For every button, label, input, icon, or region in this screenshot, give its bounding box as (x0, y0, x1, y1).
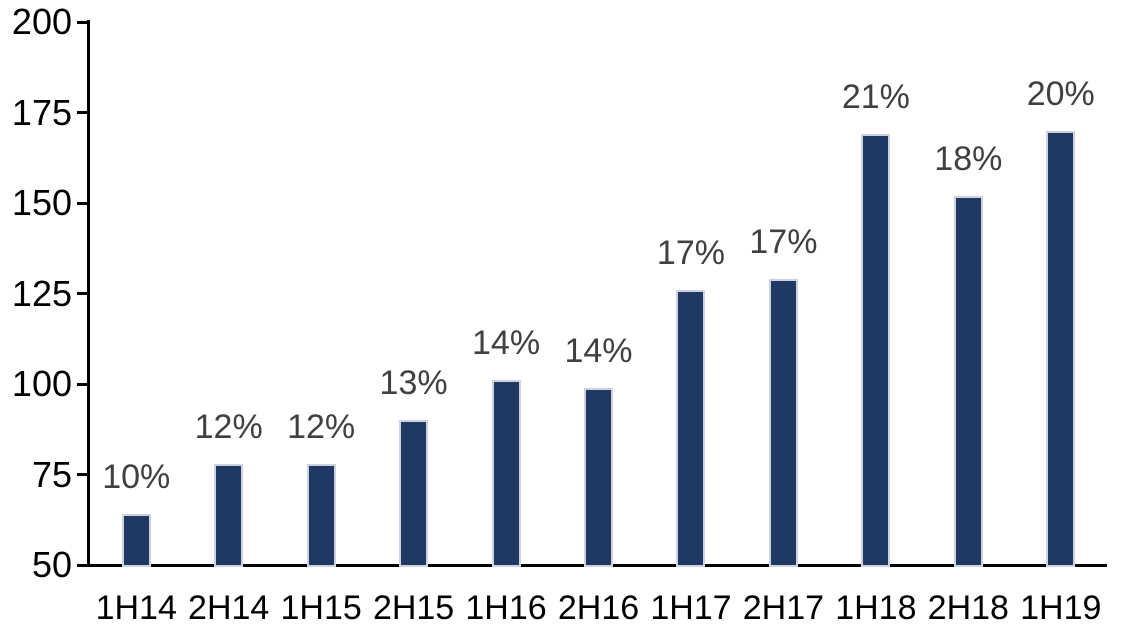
bar-value-label: 17% (749, 223, 818, 262)
bar (1046, 130, 1076, 567)
y-tick-mark (77, 292, 90, 295)
y-tick-mark (77, 382, 90, 386)
bar-value-label: 12% (287, 407, 356, 446)
x-tick-label: 1H16 (465, 589, 547, 627)
x-tick-label: 1H15 (280, 589, 362, 627)
bar (306, 463, 336, 567)
y-tick-label: 100 (11, 363, 72, 404)
x-tick-label: 2H14 (188, 589, 270, 627)
bar-value-label: 10% (102, 458, 171, 497)
bar-value-label: 13% (379, 364, 448, 403)
y-tick-label: 125 (11, 272, 72, 314)
x-tick-label: 1H17 (650, 589, 732, 627)
bar (584, 387, 613, 567)
bar (953, 195, 983, 567)
bar (214, 463, 244, 567)
bar (121, 514, 151, 567)
bar-value-label: 20% (1026, 74, 1095, 113)
bar-value-label: 17% (656, 233, 725, 272)
y-tick-label: 75 (31, 453, 72, 495)
bar (676, 289, 706, 567)
bar-value-label: 12% (194, 407, 263, 446)
y-tick-label: 50 (31, 544, 72, 585)
bar (768, 279, 798, 567)
y-tick-label: 150 (11, 182, 72, 223)
bar (399, 420, 429, 567)
x-tick-label: 1H14 (95, 589, 177, 627)
bar-value-label: 18% (934, 139, 1003, 178)
y-tick-label: 175 (11, 91, 72, 133)
bar (861, 134, 891, 567)
y-tick-mark (77, 201, 90, 205)
x-tick-label: 2H16 (557, 589, 640, 627)
y-tick-mark (77, 473, 90, 476)
y-tick-mark (77, 563, 90, 567)
bar-value-label: 21% (841, 78, 910, 117)
y-tick-label: 200 (11, 1, 72, 42)
bar-value-label: 14% (472, 324, 541, 363)
x-tick-label: 1H19 (1020, 589, 1102, 627)
bar-value-label: 14% (564, 331, 633, 370)
bar (491, 380, 521, 567)
x-tick-label: 1H18 (835, 589, 917, 627)
x-tick-label: 2H15 (372, 589, 455, 627)
y-tick-mark (77, 111, 90, 114)
y-tick-mark (77, 20, 90, 24)
x-tick-label: 2H17 (742, 589, 825, 627)
x-tick-label: 2H18 (927, 589, 1009, 627)
